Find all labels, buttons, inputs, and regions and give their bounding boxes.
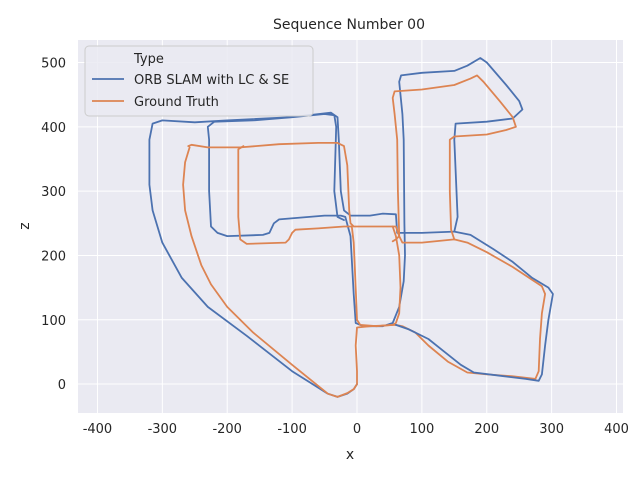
x-tick-label: 200 — [474, 422, 499, 437]
legend-box — [84, 45, 314, 117]
x-tick-labels: -400 -300 -200 -100 0 100 200 300 400 — [83, 422, 629, 437]
series-group — [148, 57, 554, 398]
y-tick-labels: 0 100 200 300 400 500 — [41, 57, 66, 394]
x-tick-label: -300 — [148, 422, 178, 437]
x-axis-label: x — [346, 447, 354, 463]
legend: Type ORB SLAM with LC & SE Ground Truth — [84, 45, 314, 117]
ground-truth-trajectory-1 — [182, 141, 546, 398]
ground-truth-trajectory-2 — [237, 145, 402, 328]
legend-label-ground-truth: Ground Truth — [134, 95, 219, 110]
y-tick-label: 400 — [41, 121, 66, 136]
x-tick-label: 100 — [409, 422, 434, 437]
x-tick-label: 0 — [353, 422, 361, 437]
y-tick-label: 500 — [41, 57, 66, 72]
x-tick-label: -200 — [212, 422, 242, 437]
chart-title: Sequence Number 00 — [273, 17, 425, 33]
legend-label-orb-slam: ORB SLAM with LC & SE — [134, 73, 289, 88]
orb-slam-trajectory-0 — [148, 57, 524, 398]
x-tick-label: -400 — [83, 422, 113, 437]
ground-truth-trajectory-3 — [391, 74, 517, 243]
legend-title: Type — [133, 52, 164, 67]
y-tick-label: 0 — [58, 378, 66, 393]
orb-slam-trajectory-4 — [394, 230, 554, 382]
y-tick-label: 200 — [41, 249, 66, 264]
y-tick-label: 100 — [41, 314, 66, 329]
y-axis-label: z — [17, 222, 33, 229]
x-tick-label: 300 — [539, 422, 564, 437]
x-tick-label: 400 — [604, 422, 629, 437]
y-tick-label: 300 — [41, 185, 66, 200]
x-tick-label: -100 — [277, 422, 307, 437]
